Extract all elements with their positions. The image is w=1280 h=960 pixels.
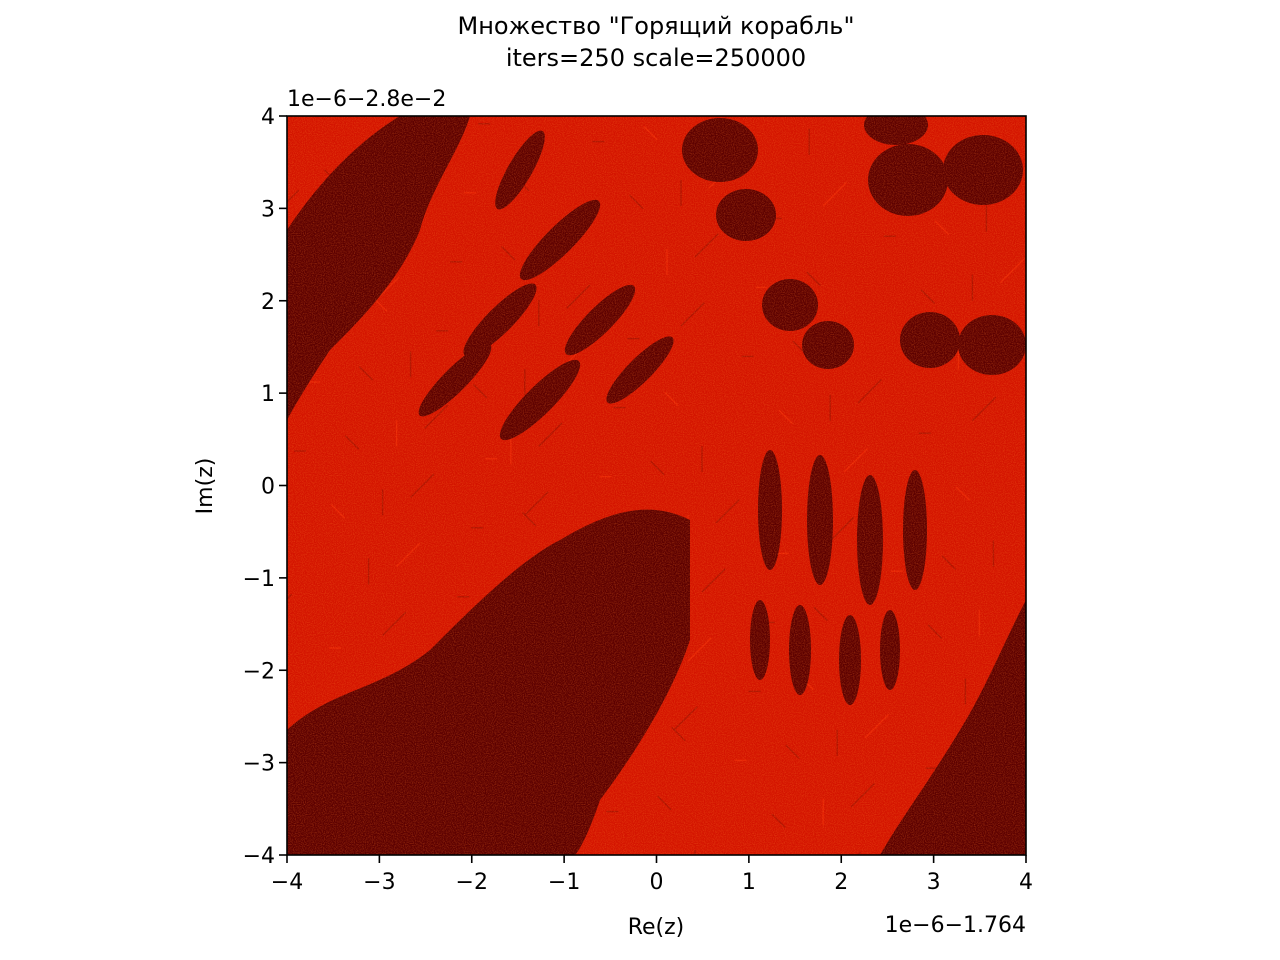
x-tick-label: 2 (834, 870, 848, 895)
chart-subtitle: iters=250 scale=250000 (506, 44, 806, 72)
y-tick-label: 1 (261, 382, 275, 407)
y-tick-label: 2 (261, 290, 275, 315)
x-offset-label: 1e−6−1.764 (885, 913, 1026, 938)
x-tick-label: −4 (271, 870, 303, 895)
x-tick-label: 3 (927, 870, 941, 895)
x-tick-label: 0 (650, 870, 664, 895)
y-offset-label: 1e−6−2.8e−2 (287, 87, 446, 112)
y-axis-ticks: −4 −3 −2 −1 0 1 2 3 4 (243, 105, 287, 869)
y-tick-label: 4 (261, 105, 275, 130)
x-tick-label: 4 (1019, 870, 1033, 895)
x-tick-label: −2 (456, 870, 488, 895)
y-axis-label: Im(z) (193, 458, 218, 515)
y-tick-label: 0 (261, 475, 275, 500)
y-tick-label: −2 (243, 659, 275, 684)
x-tick-label: −3 (363, 870, 395, 895)
y-tick-label: −1 (243, 567, 275, 592)
x-tick-label: 1 (742, 870, 756, 895)
y-tick-label: −3 (243, 752, 275, 777)
chart-title: Множество "Горящий корабль" (457, 12, 854, 40)
y-tick-label: 3 (261, 197, 275, 222)
x-tick-label: −1 (548, 870, 580, 895)
x-axis-label: Re(z) (628, 915, 685, 940)
fractal-heatmap-image (287, 116, 1026, 855)
grain-overlay (287, 116, 1026, 855)
y-tick-label: −4 (243, 844, 275, 869)
x-axis-ticks: −4 −3 −2 −1 0 1 2 3 4 (271, 855, 1033, 895)
